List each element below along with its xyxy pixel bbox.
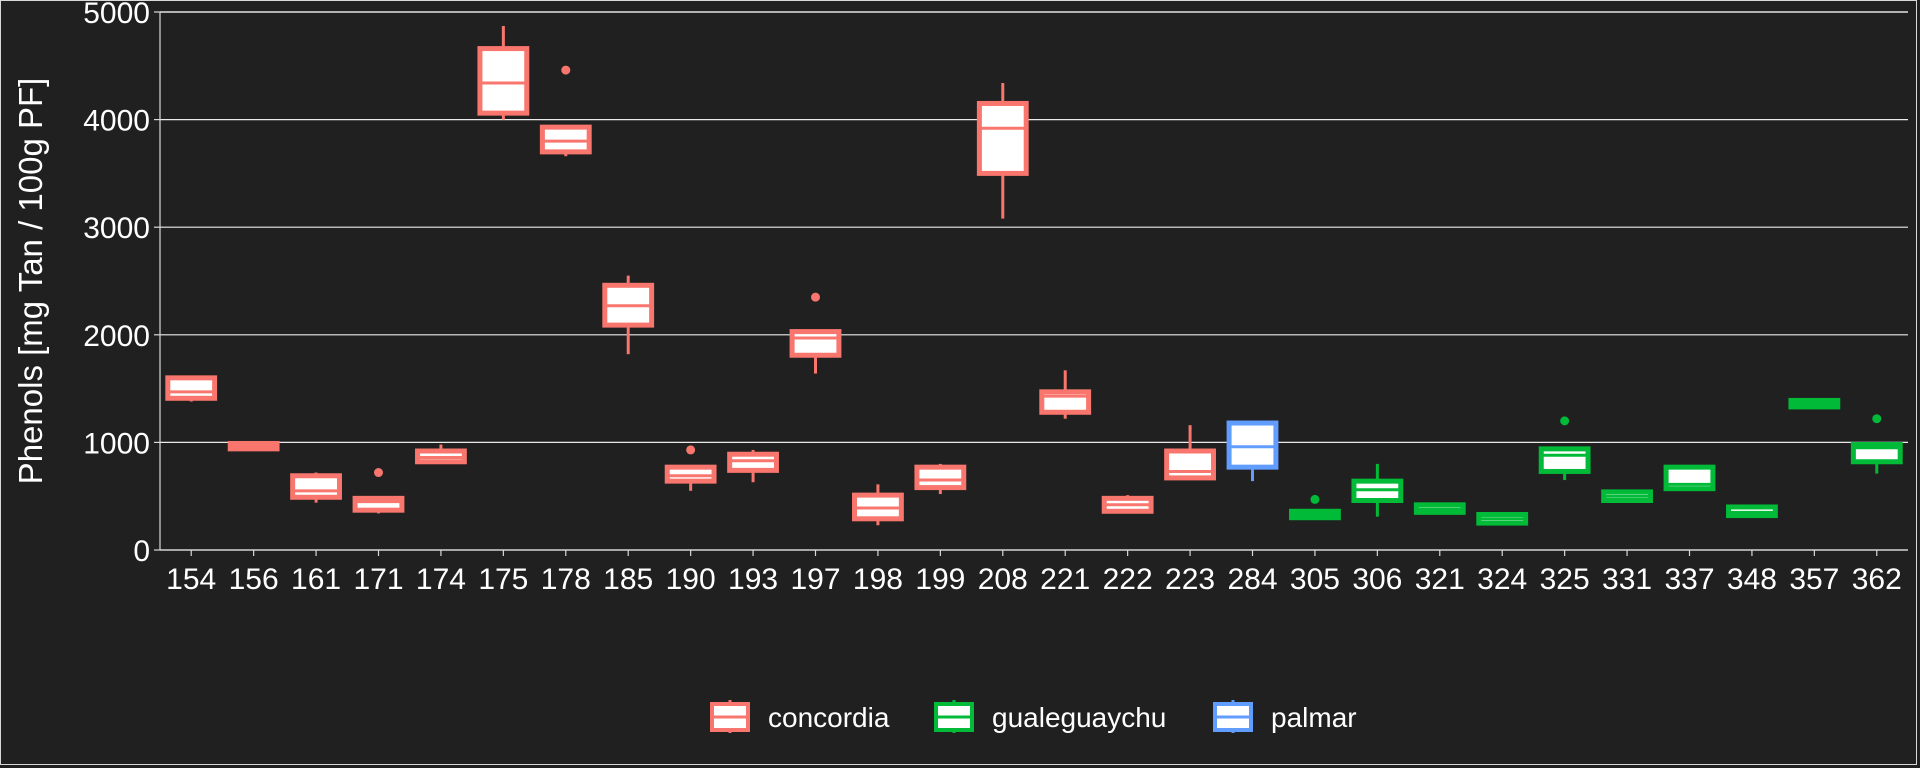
box-306 (1351, 463, 1404, 517)
x-tick-label: 222 (1103, 563, 1153, 596)
box-body (1538, 446, 1591, 474)
box-178 (539, 65, 592, 157)
x-tick-label: 306 (1352, 563, 1402, 596)
box-331 (1601, 489, 1653, 504)
outlier-point (1310, 494, 1320, 504)
box-body (976, 100, 1029, 176)
box-series (165, 25, 1903, 526)
x-tick-label: 156 (229, 563, 279, 596)
x-tick-label: 193 (728, 563, 778, 596)
x-tick-label: 198 (853, 563, 903, 596)
box-284 (1226, 420, 1279, 482)
y-tick-label: 2000 (83, 320, 150, 353)
box-171 (352, 468, 405, 514)
x-tick-label: 325 (1540, 563, 1590, 596)
box-221 (1039, 370, 1092, 419)
outlier-point (811, 292, 820, 302)
x-tick-label: 357 (1789, 563, 1839, 596)
y-tick-label: 0 (133, 535, 150, 568)
x-tick-label: 208 (978, 563, 1028, 596)
x-tick-label: 175 (478, 563, 528, 596)
outlier-point (686, 445, 696, 455)
box-198 (852, 484, 904, 526)
x-tick-label: 199 (915, 563, 965, 596)
x-tick-label: 324 (1477, 563, 1527, 596)
x-tick-label: 284 (1227, 563, 1277, 596)
box-156 (227, 440, 280, 452)
box-161 (290, 472, 342, 503)
legend-item-concordia: concordia (710, 700, 890, 733)
legend-label: palmar (1271, 702, 1357, 733)
outlier-point (561, 65, 571, 75)
y-axis: 0 1000 2000 3000 4000 5000 (83, 0, 161, 568)
box-body (914, 464, 967, 491)
x-axis: 154 156 161 171 174 175 178 185 190 193 197 198 199 2… (160, 549, 1908, 596)
legend-item-gualeguaychu: gualeguaychu (934, 700, 1166, 733)
box-body (1226, 420, 1279, 470)
box-185 (602, 275, 655, 355)
legend-label: gualeguaychu (992, 702, 1166, 733)
x-tick-label: 171 (353, 563, 403, 596)
box-348 (1726, 504, 1778, 519)
box-324 (1476, 511, 1529, 526)
y-axis-title: Phenols [mg Tan / 100g PF] (12, 78, 49, 485)
outlier-point (1560, 416, 1570, 426)
plot-background (160, 12, 1908, 550)
box-174 (415, 444, 467, 465)
box-325 (1538, 416, 1591, 481)
box-362 (1850, 414, 1903, 474)
box-body (789, 329, 842, 358)
legend-label: concordia (768, 702, 890, 733)
x-tick-label: 321 (1415, 563, 1465, 596)
legend-item-palmar: palmar (1213, 700, 1357, 733)
y-tick-label: 1000 (83, 427, 150, 460)
box-body (664, 464, 717, 484)
box-175 (477, 25, 530, 120)
y-tick-label: 3000 (83, 212, 150, 245)
box-208 (976, 83, 1029, 219)
box-body (539, 124, 592, 155)
x-tick-label: 185 (603, 563, 653, 596)
x-tick-label: 197 (790, 563, 840, 596)
box-body (1164, 448, 1216, 481)
x-tick-label: 190 (666, 563, 716, 596)
box-154 (165, 375, 218, 402)
box-321 (1413, 502, 1466, 515)
outlier-point (374, 468, 383, 478)
box-190 (664, 445, 717, 491)
x-tick-label: 154 (166, 563, 216, 596)
box-193 (727, 449, 779, 483)
box-body (165, 375, 218, 401)
x-tick-label: 174 (416, 563, 466, 596)
box-357 (1788, 397, 1841, 410)
y-tick-label: 4000 (83, 105, 150, 138)
x-tick-label: 178 (541, 563, 591, 596)
x-tick-label: 348 (1727, 563, 1777, 596)
x-tick-label: 337 (1664, 563, 1714, 596)
x-tick-label: 305 (1290, 563, 1340, 596)
box-body (352, 495, 405, 513)
y-tick-label: 5000 (83, 0, 150, 30)
outlier-point (1872, 414, 1882, 424)
box-337 (1663, 464, 1716, 492)
x-tick-label: 331 (1602, 563, 1652, 596)
box-223 (1164, 425, 1216, 481)
x-tick-label: 223 (1165, 563, 1215, 596)
box-body (477, 46, 530, 116)
x-tick-label: 221 (1040, 563, 1090, 596)
legend: concordia gualeguaychu palmar (710, 700, 1357, 733)
box-197 (789, 292, 842, 374)
x-tick-label: 362 (1852, 563, 1902, 596)
x-tick-label: 161 (291, 563, 341, 596)
box-222 (1101, 495, 1154, 514)
box-body (290, 473, 342, 500)
box-305 (1289, 494, 1341, 521)
box-199 (914, 463, 967, 495)
box-body (727, 451, 779, 473)
